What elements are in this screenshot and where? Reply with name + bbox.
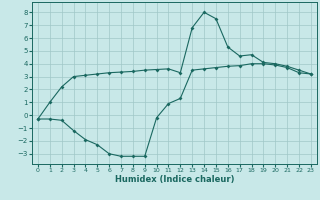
X-axis label: Humidex (Indice chaleur): Humidex (Indice chaleur) bbox=[115, 175, 234, 184]
